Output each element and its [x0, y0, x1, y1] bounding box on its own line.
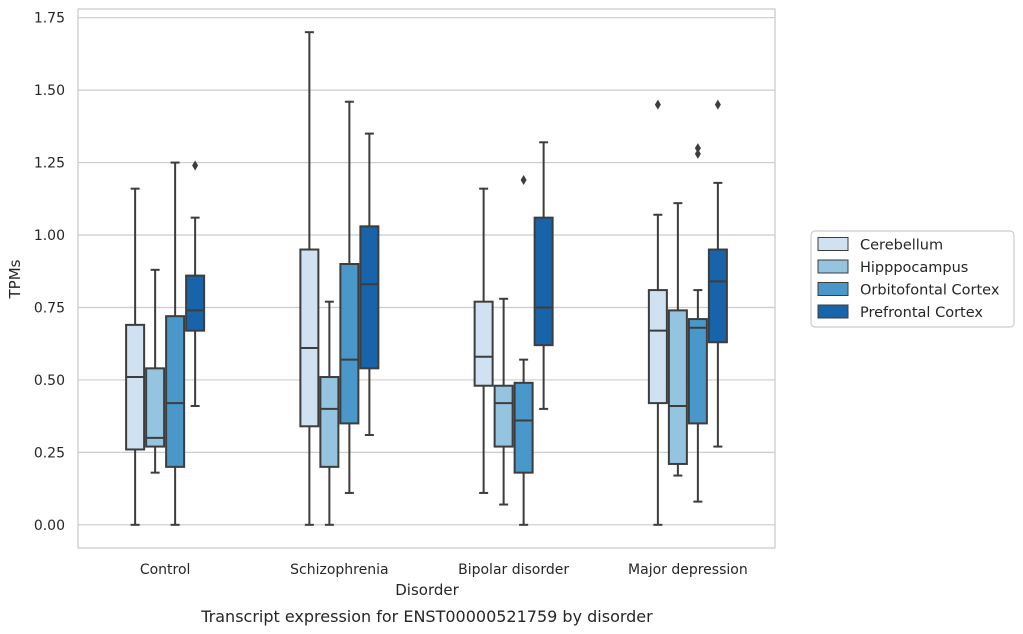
- legend-swatch: [817, 237, 849, 251]
- iqr-box: [339, 263, 360, 425]
- x-tick-labels: Control Schizophrenia Bipolar disorder Majo…: [140, 562, 748, 578]
- x-tick-label: Schizophrenia: [290, 562, 388, 578]
- y-tick-label: 0.75: [34, 300, 65, 316]
- y-axis-title: TPMs: [6, 259, 24, 299]
- legend-swatch: [817, 304, 849, 319]
- iqr-box: [647, 289, 668, 405]
- y-tick-label: 1.25: [34, 156, 65, 172]
- iqr-box: [299, 248, 320, 428]
- chart-title: Transcript expression for ENST0000052175…: [200, 607, 653, 626]
- iqr-box: [359, 225, 380, 370]
- box-orbitofontal-cortex: [339, 100, 360, 494]
- x-axis-title: Disorder: [395, 581, 459, 599]
- iqr-box: [687, 318, 708, 425]
- iqr-box: [319, 376, 340, 468]
- box-orbitofontal-cortex: [165, 161, 186, 526]
- outlier-point: [714, 99, 721, 110]
- legend-label: Prefrontal Cortex: [860, 305, 983, 321]
- box-orbitofontal-cortex: [687, 143, 708, 503]
- box-cerebellum: [299, 31, 320, 526]
- box-cerebellum: [647, 99, 668, 526]
- y-tick-label: 0.50: [34, 373, 65, 389]
- iqr-box: [145, 367, 166, 448]
- iqr-box: [473, 300, 494, 387]
- x-tick-label: Control: [140, 562, 191, 578]
- outlier-point: [520, 174, 527, 185]
- y-tick-label: 1.75: [34, 11, 65, 27]
- legend-label: Orbitofontal Cortex: [860, 283, 1000, 299]
- iqr-box: [513, 381, 534, 474]
- box-prefrontal-cortex: [533, 141, 554, 410]
- x-tick-label: Major depression: [628, 562, 748, 578]
- legend-swatch: [817, 282, 849, 296]
- iqr-box: [533, 216, 554, 347]
- outlier-point: [694, 143, 701, 154]
- box-prefrontal-cortex: [359, 132, 380, 436]
- box-groups: [125, 31, 728, 526]
- box-cerebellum: [473, 187, 494, 494]
- iqr-box: [493, 384, 514, 448]
- box-prefrontal-cortex: [185, 160, 206, 408]
- y-tick-label: 0.25: [34, 445, 65, 461]
- legend-label: Cerebellum: [860, 238, 943, 254]
- iqr-box: [125, 323, 146, 451]
- outlier-point: [654, 99, 661, 110]
- outlier-point: [694, 148, 701, 159]
- iqr-box: [165, 315, 186, 468]
- legend-frame: [810, 230, 1015, 328]
- y-tick-labels: 0.00 0.25 0.50 0.75 1.00 1.25 1.50 1.75: [34, 11, 65, 534]
- box-cerebellum: [125, 187, 146, 526]
- y-tick-label: 1.00: [34, 228, 65, 244]
- outlier-point: [192, 160, 199, 171]
- y-tick-label: 1.50: [34, 83, 65, 99]
- iqr-box: [185, 274, 206, 332]
- y-tick-label: 0.00: [34, 518, 65, 534]
- legend: Cerebellum Hipppocampus Orbitofontal Corte…: [810, 230, 1015, 328]
- plot-frame: [77, 8, 776, 549]
- box-hipppocampus: [319, 300, 340, 526]
- box-prefrontal-cortex: [707, 99, 728, 448]
- x-tick-label: Bipolar disorder: [458, 562, 569, 578]
- legend-swatch: [817, 259, 849, 274]
- legend-label: Hipppocampus: [860, 260, 968, 276]
- box-orbitofontal-cortex: [513, 174, 534, 526]
- box-hipppocampus: [667, 202, 688, 477]
- iqr-box: [667, 309, 688, 465]
- box-hipppocampus: [493, 297, 514, 506]
- box-hipppocampus: [145, 268, 166, 474]
- iqr-box: [707, 248, 728, 344]
